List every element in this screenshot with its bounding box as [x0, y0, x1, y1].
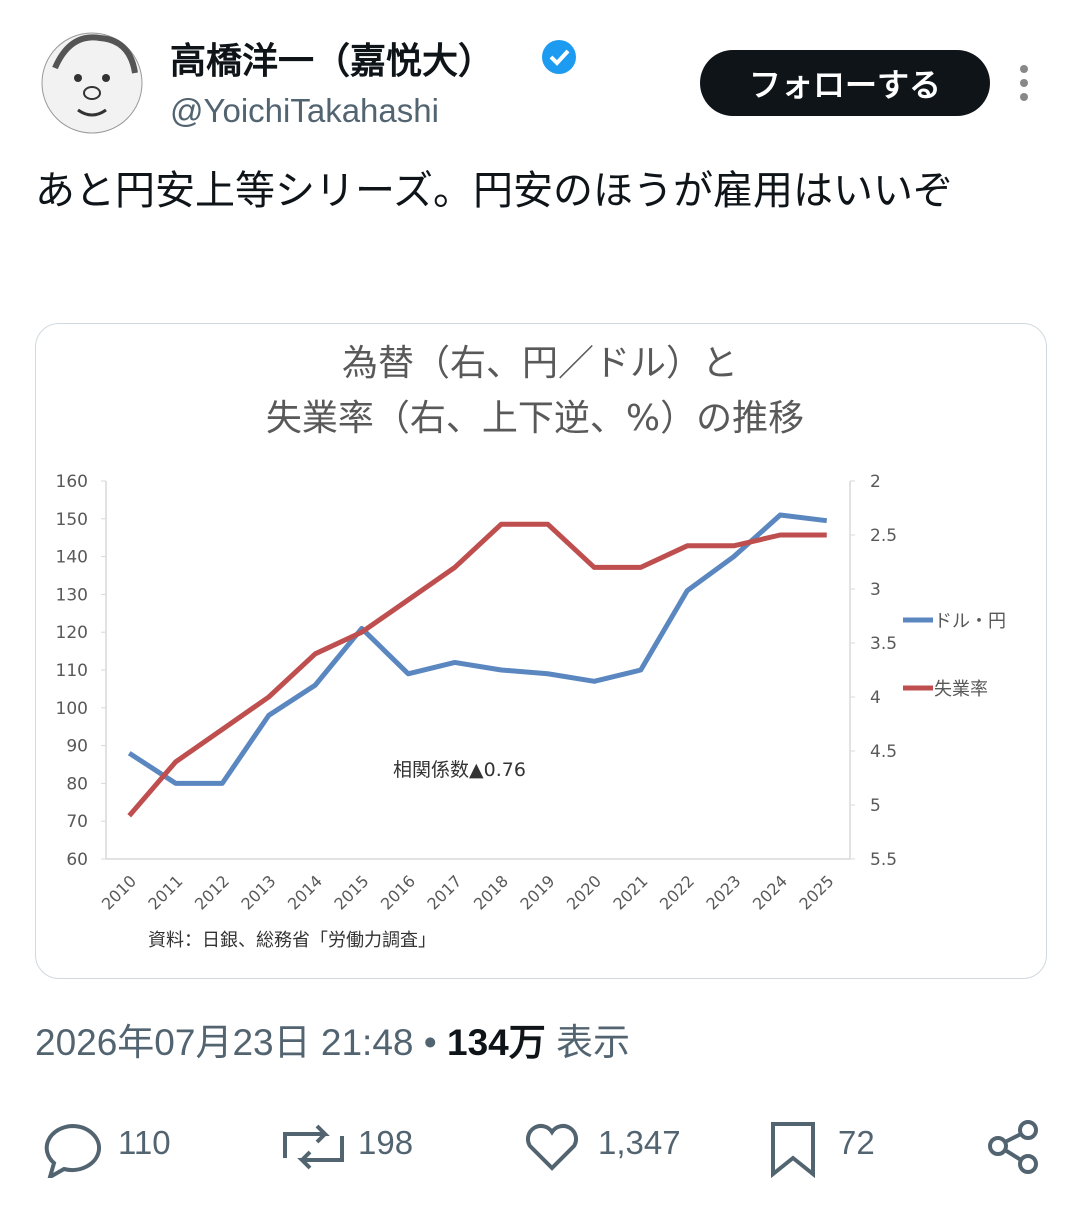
y2-tick-label: 3.5: [870, 634, 897, 654]
y2-tick-label: 5.5: [870, 850, 897, 870]
y-tick-label: 70: [66, 812, 88, 832]
y2-tick-label: 2: [870, 472, 881, 492]
follow-button[interactable]: フォローする: [700, 50, 990, 116]
x-tick-label: 2020: [563, 871, 605, 913]
x-tick-label: 2010: [98, 871, 140, 913]
more-button[interactable]: [1014, 64, 1034, 104]
y2-tick-label: 5: [870, 796, 881, 816]
action-bar: [44, 1120, 1038, 1178]
y-tick-label: 80: [66, 774, 88, 794]
y-tick-label: 110: [56, 661, 88, 681]
series-line: [127, 521, 827, 818]
x-tick-label: 2011: [144, 871, 186, 913]
x-tick-label: 2023: [702, 871, 744, 913]
y-tick-label: 120: [56, 623, 88, 643]
x-tick-label: 2021: [609, 871, 651, 913]
retweet-icon[interactable]: [283, 1124, 344, 1170]
views: 134万: [447, 1022, 546, 1063]
series-line: [127, 512, 828, 786]
chart-title: 失業率（右、上下逆、%）の推移: [266, 398, 804, 439]
y2-tick-label: 3: [870, 580, 881, 600]
y-tick-label: 160: [56, 472, 88, 492]
y-tick-label: 100: [56, 699, 88, 719]
like-icon[interactable]: [526, 1124, 578, 1171]
tweet-meta: 2026年07月23日 21:48 • 134万 表示: [35, 1022, 631, 1063]
bookmark-count: 72: [838, 1124, 875, 1161]
x-tick-label: 2017: [423, 871, 465, 913]
timestamp[interactable]: 2026年07月23日 21:48: [35, 1022, 414, 1063]
legend-label: 失業率: [934, 679, 988, 700]
y2-tick-label: 2.5: [870, 526, 897, 546]
x-tick-label: 2015: [330, 871, 372, 913]
chart-card[interactable]: [35, 323, 1047, 979]
share-icon[interactable]: [988, 1120, 1038, 1174]
tweet-text: あと円安上等シリーズ。円安のほうが雇用はいいぞ: [35, 168, 953, 214]
x-tick-label: 2016: [377, 871, 419, 913]
bookmark-icon[interactable]: [771, 1122, 815, 1178]
legend-label: ドル・円: [934, 611, 1006, 632]
x-tick-label: 2022: [656, 871, 698, 913]
y2-tick-label: 4: [870, 688, 881, 708]
y-tick-label: 60: [66, 850, 88, 870]
retweet-count: 198: [358, 1124, 414, 1161]
views-label: 表示: [556, 1022, 631, 1063]
y-tick-label: 130: [56, 585, 88, 605]
like-count: 1,347: [598, 1124, 681, 1161]
x-tick-label: 2012: [191, 871, 233, 913]
y2-tick-label: 4.5: [870, 742, 897, 762]
avatar[interactable]: [40, 28, 145, 138]
source: 資料：日銀、総務省「労働力調査」: [148, 930, 436, 951]
user-name[interactable]: 高橋洋一（嘉悦大）: [170, 41, 495, 82]
y-tick-label: 90: [66, 737, 88, 757]
x-tick-label: 2014: [284, 871, 326, 913]
x-tick-label: 2025: [795, 871, 837, 913]
x-tick-label: 2013: [237, 871, 279, 913]
x-tick-label: 2024: [749, 871, 791, 913]
annotation: 相関係数▲0.76: [393, 759, 526, 781]
x-tick-label: 2018: [470, 871, 512, 913]
chart-title: 為替（右、円／ドル）と: [342, 343, 738, 384]
y-tick-label: 150: [56, 510, 88, 530]
reply-count: 110: [118, 1124, 171, 1161]
reply-icon[interactable]: [44, 1123, 102, 1178]
verified-badge: [542, 40, 576, 74]
x-tick-label: 2019: [516, 871, 558, 913]
y-tick-label: 140: [56, 548, 88, 568]
chart: 為替（右、円／ドル）と 失業率（右、上下逆、%）の推移 相関係数▲0.76 資料…: [56, 343, 1006, 951]
user-handle[interactable]: @YoichiTakahashi: [170, 92, 439, 129]
